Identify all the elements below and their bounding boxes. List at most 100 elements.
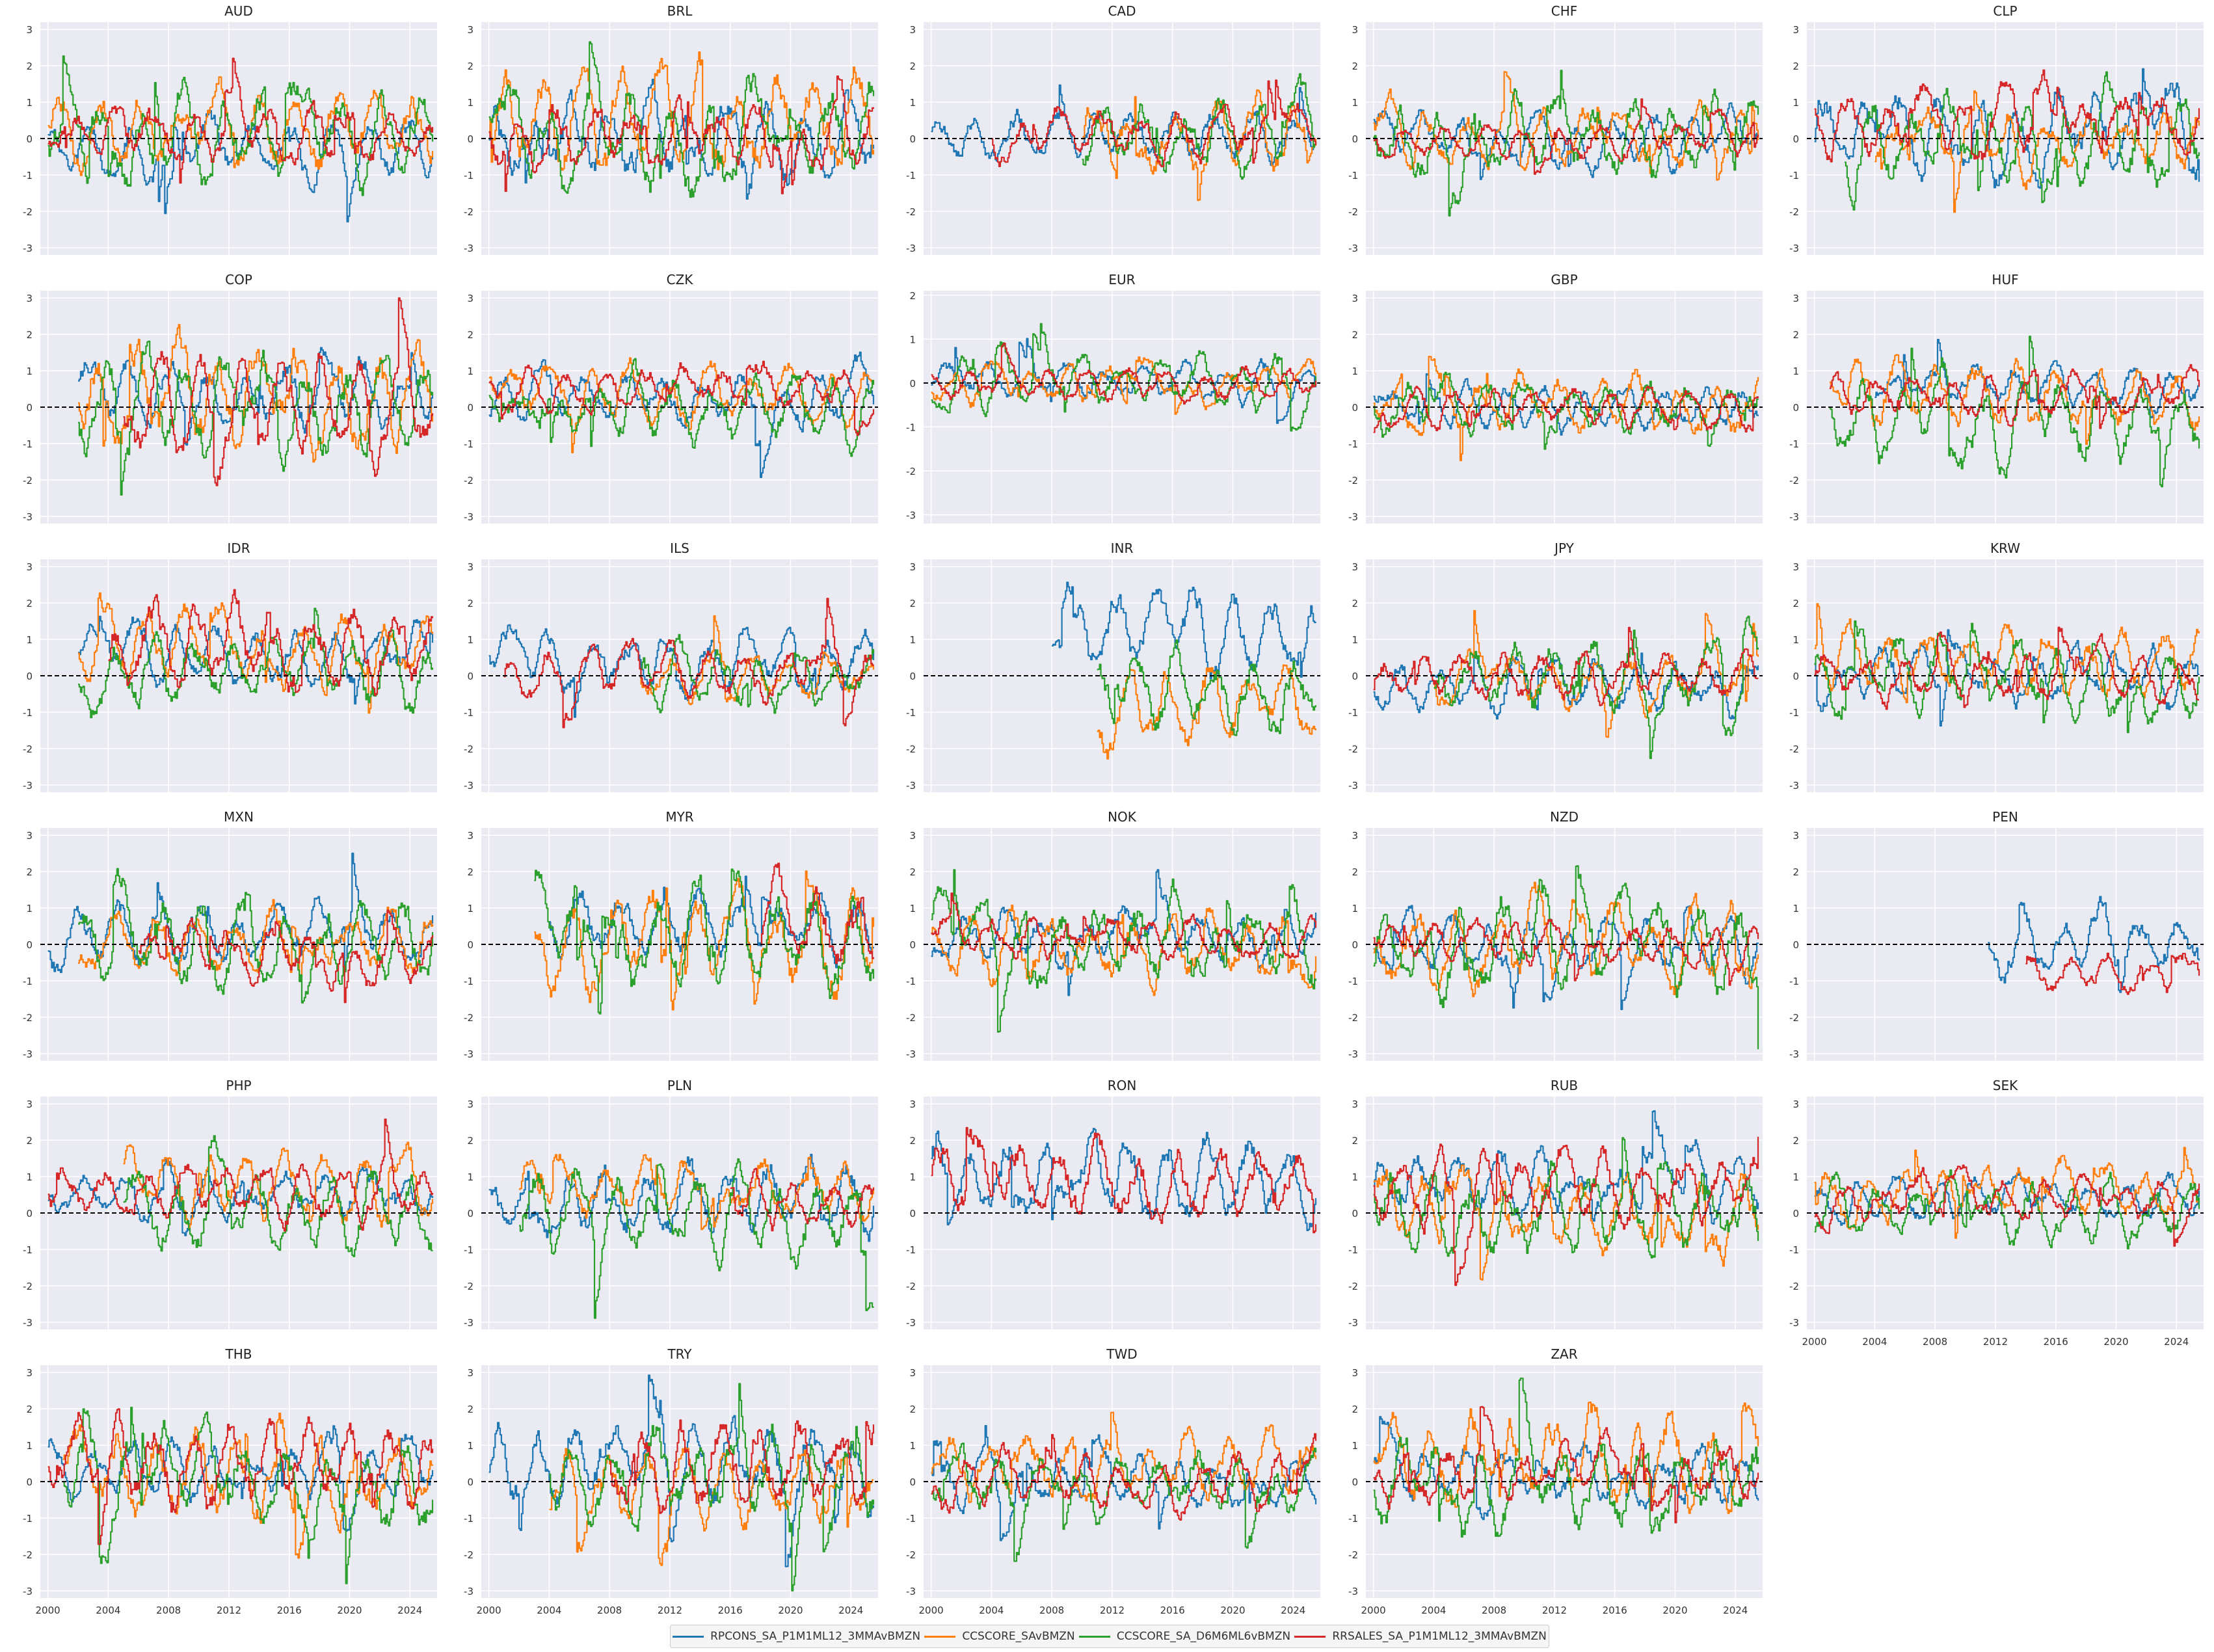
series-line-2	[123, 1135, 434, 1257]
series-line-1	[931, 904, 1317, 996]
series-line-1	[62, 1412, 434, 1559]
legend-label-1: CCSCORE_SAvBMZN	[962, 1630, 1075, 1643]
y-tick-label: -3	[464, 1317, 473, 1329]
y-tick-label: -2	[23, 1549, 33, 1561]
y-tick-label: -3	[23, 780, 33, 792]
y-tick-label: -3	[1789, 780, 1799, 792]
y-tick-label: 3	[1352, 24, 1358, 36]
panel-chf: -3 -2 -1 0 1 2 3 CHF	[1348, 3, 1763, 255]
y-tick-label: 0	[26, 1476, 33, 1488]
y-tick-label: -3	[464, 1586, 473, 1597]
x-tick-label: 2020	[1662, 1605, 1687, 1616]
y-tick-label: -1	[1348, 976, 1358, 987]
y-tick-label: -3	[906, 1317, 916, 1329]
series-line-0	[1052, 581, 1317, 680]
series-line-3	[760, 862, 875, 965]
y-tick-label: 2	[467, 60, 473, 72]
y-tick-label: 1	[26, 1171, 33, 1183]
panel-cad: -3 -2 -1 0 1 2 3 CAD	[906, 3, 1320, 255]
y-tick-label: -3	[1789, 1048, 1799, 1060]
y-tick-label: 0	[26, 939, 33, 951]
panel-aud: -3 -2 -1 0 1 2 3 AUD	[23, 3, 437, 255]
y-tick-label: 1	[1352, 97, 1358, 109]
y-tick-label: -1	[1789, 707, 1799, 719]
panel-jpy: -3 -2 -1 0 1 2 3 JPY	[1348, 540, 1763, 792]
panel-mxn: -3 -2 -1 0 1 2 3 MXN	[23, 809, 437, 1061]
y-tick-label: 2	[467, 866, 473, 878]
series-line-1	[1814, 1147, 2200, 1239]
panel-czk: -3 -2 -1 0 1 2 3 CZK	[464, 272, 878, 524]
y-tick-label: 1	[467, 1440, 473, 1452]
x-tick-label: 2012	[217, 1605, 241, 1616]
y-tick-label: 1	[909, 334, 916, 345]
y-tick-label: 1	[26, 1440, 33, 1452]
y-tick-label: -2	[906, 466, 916, 477]
y-tick-label: 0	[467, 671, 473, 682]
y-tick-label: -2	[464, 1549, 473, 1561]
panel-eur: -3 -2 -1 0 1 2 EUR	[906, 272, 1320, 524]
series-line-3	[108, 589, 434, 697]
y-tick-label: 0	[1352, 402, 1358, 414]
y-tick-label: -2	[1789, 475, 1799, 486]
y-tick-label: 0	[26, 671, 33, 682]
y-tick-label: -1	[23, 1513, 33, 1525]
panel-zar: -3 -2 -1 0 1 2 3 2000 2004 2008 2012 2016 2020 2024 ZA…	[1348, 1346, 1763, 1616]
series-line-3	[503, 598, 875, 728]
y-tick-label: 2	[26, 598, 33, 609]
legend-label-2: CCSCORE_SA_D6M6ML6vBMZN	[1116, 1630, 1291, 1643]
panel-title: ILS	[670, 540, 689, 556]
y-tick-label: 0	[1793, 671, 1799, 682]
y-tick-label: 2	[1793, 598, 1799, 609]
series-line-3	[123, 297, 434, 486]
y-tick-label: 0	[909, 1208, 916, 1219]
y-tick-label: 0	[1793, 402, 1799, 414]
y-tick-label: 2	[467, 1135, 473, 1147]
panel-twd: -3 -2 -1 0 1 2 3 2000 2004 2008 2012 2016 2020 2024 TW…	[906, 1346, 1320, 1616]
y-tick-label: -1	[1789, 438, 1799, 450]
y-tick-label: -3	[23, 1586, 33, 1597]
panel-title: TWD	[1106, 1346, 1137, 1362]
y-tick-label: 1	[909, 634, 916, 646]
y-tick-label: 0	[1352, 671, 1358, 682]
y-tick-label: -3	[464, 780, 473, 792]
series-line-3	[488, 75, 875, 194]
x-tick-label: 2016	[2044, 1336, 2068, 1348]
y-tick-label: 0	[1793, 1208, 1799, 1219]
series-line-0	[488, 79, 875, 200]
y-tick-label: -2	[1789, 1012, 1799, 1024]
series-line-2	[488, 41, 875, 198]
y-tick-label: 0	[467, 1208, 473, 1219]
series-line-1	[78, 592, 434, 714]
series-line-3	[1814, 1164, 2200, 1247]
y-tick-label: -3	[906, 243, 916, 254]
y-tick-label: 1	[909, 1171, 916, 1183]
y-tick-label: -1	[1348, 170, 1358, 181]
series-line-1	[1373, 71, 1759, 181]
y-tick-label: 0	[1352, 1476, 1358, 1488]
y-tick-label: 0	[909, 133, 916, 145]
y-tick-label: -1	[464, 707, 473, 719]
y-tick-label: 2	[1352, 1404, 1358, 1415]
series-line-1	[1097, 664, 1317, 760]
y-tick-label: 3	[26, 1099, 33, 1110]
x-tick-label: 2020	[2103, 1336, 2128, 1348]
y-tick-label: 1	[1793, 366, 1799, 377]
x-tick-label: 2012	[1542, 1605, 1567, 1616]
panel-title: PHP	[226, 1078, 251, 1093]
panel-title: BRL	[667, 3, 693, 19]
y-tick-label: 3	[909, 1099, 916, 1110]
x-tick-label: 2004	[537, 1605, 561, 1616]
y-tick-label: -1	[464, 976, 473, 987]
x-tick-label: 2000	[477, 1605, 501, 1616]
x-tick-label: 2012	[658, 1605, 682, 1616]
panel-pln: -3 -2 -1 0 1 2 3 PLN	[464, 1078, 878, 1329]
y-tick-label: -3	[23, 243, 33, 254]
series-line-3	[1814, 626, 2199, 710]
panel-background	[924, 291, 1320, 524]
panel-title: HUF	[1992, 272, 2018, 287]
y-tick-label: -2	[23, 743, 33, 755]
y-tick-label: 2	[467, 598, 473, 609]
y-tick-label: 3	[467, 293, 473, 304]
series-line-0	[931, 869, 1317, 996]
x-tick-label: 2004	[979, 1605, 1004, 1616]
